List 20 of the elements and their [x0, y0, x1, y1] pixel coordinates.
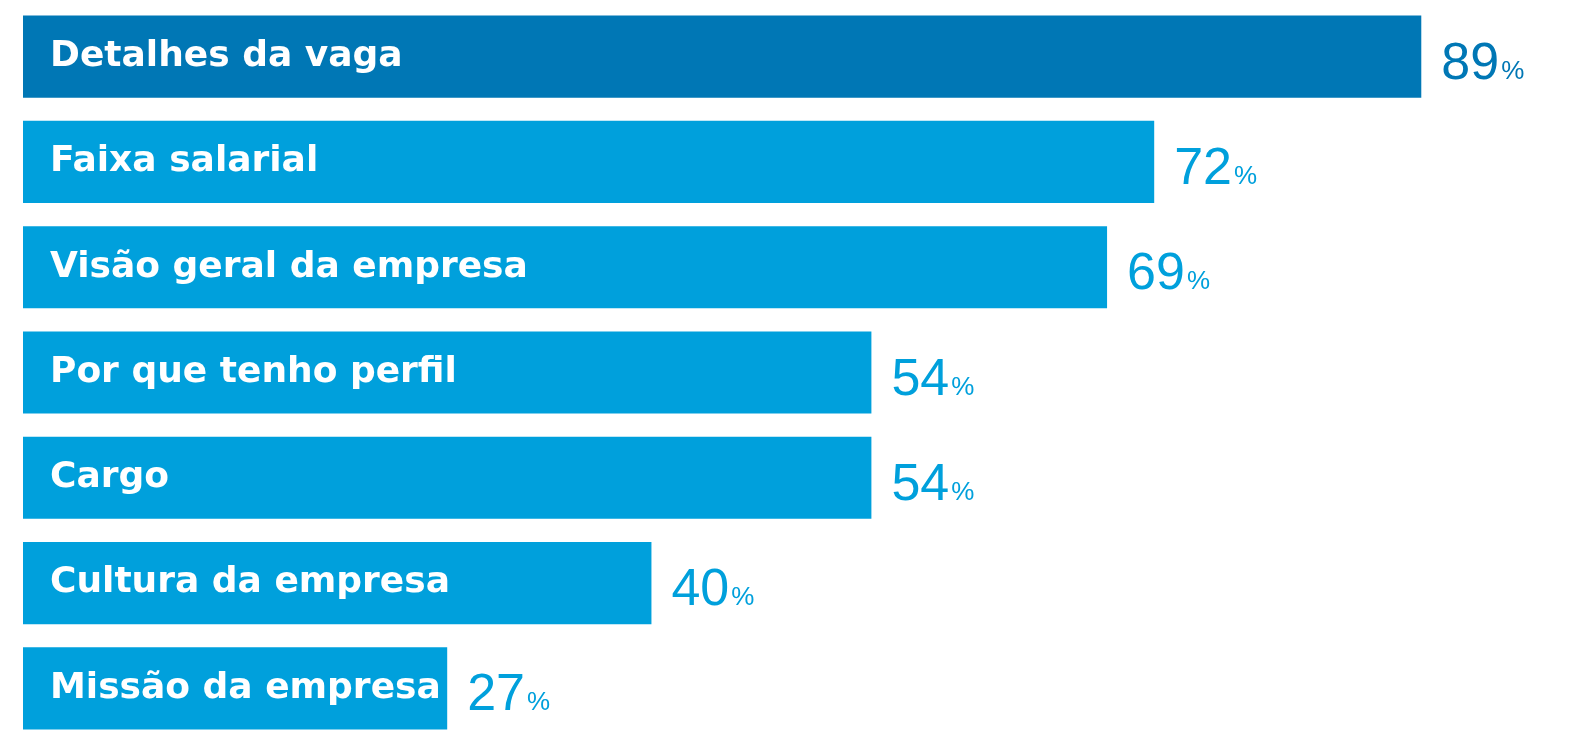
data-label: 40% — [671, 558, 755, 617]
y-tick-label: Cultura da empresa — [50, 559, 450, 601]
bar — [23, 15, 1422, 98]
data-label: 54% — [891, 347, 975, 406]
data-label: 27% — [467, 663, 551, 722]
data-label: 54% — [891, 452, 975, 511]
y-tick-label: Faixa salarial — [50, 138, 319, 180]
y-tick-label: Visão geral da empresa — [50, 243, 528, 285]
y-tick-label: Detalhes da vaga — [50, 33, 403, 74]
y-tick-label: Por que tenho perfil — [50, 348, 457, 390]
bar — [23, 331, 872, 414]
bar — [23, 542, 652, 625]
y-tick-label: Missão da empresa — [50, 664, 441, 706]
data-label: 89% — [1441, 31, 1525, 90]
bar — [23, 436, 872, 519]
bar — [23, 120, 1155, 203]
data-label: 69% — [1127, 242, 1211, 301]
y-tick-label: Cargo — [50, 454, 169, 496]
bar — [23, 226, 1108, 309]
data-label: 72% — [1174, 136, 1258, 195]
